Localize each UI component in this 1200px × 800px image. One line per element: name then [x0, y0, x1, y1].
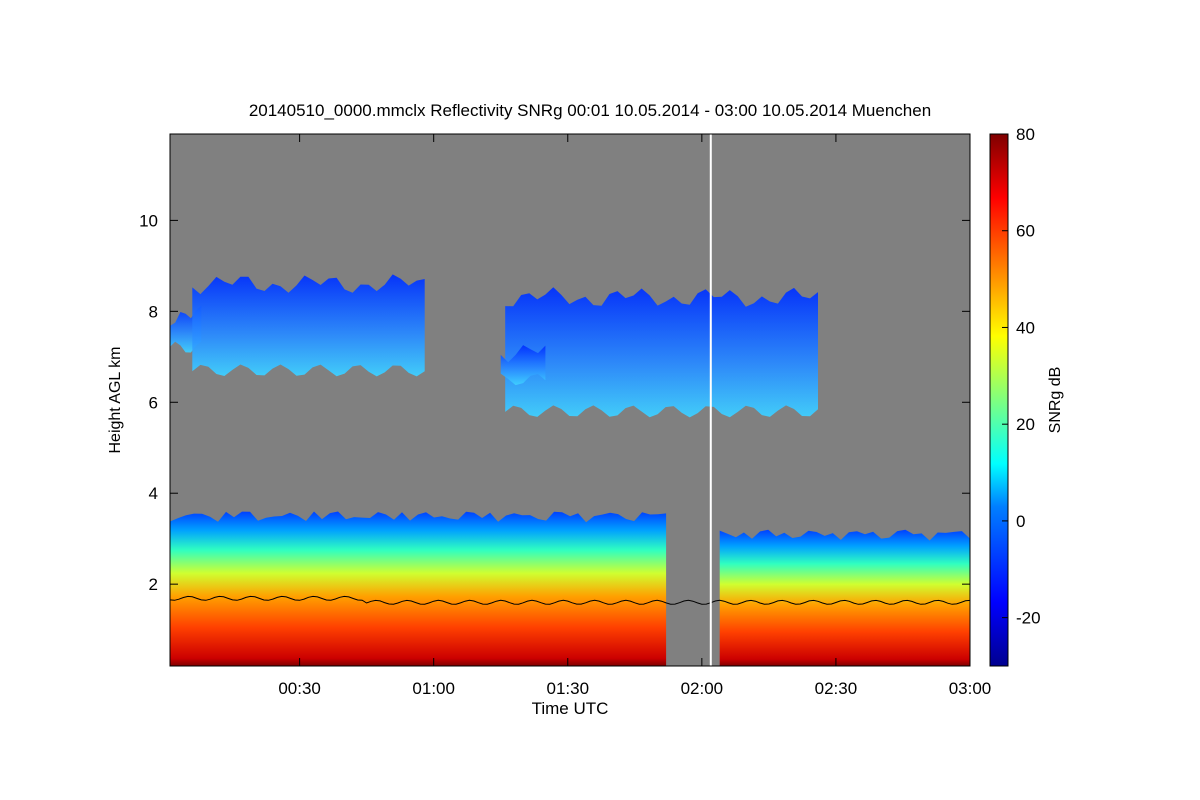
y-tick-label: 4: [149, 484, 158, 503]
region-upper-cloud-main-2: [505, 287, 818, 418]
colorbar-tick-label: 0: [1016, 512, 1025, 531]
x-axis-ticks: 00:30 01:00 01:30 02:00 02:30 03:00: [278, 134, 991, 698]
colorbar-tick-label: 40: [1016, 318, 1035, 337]
region-upper-cloud-small: [500, 345, 546, 386]
y-axis-label: Height AGL km: [107, 346, 124, 453]
region-upper-cloud-main-1: [192, 274, 425, 377]
y-tick-label: 10: [139, 211, 158, 230]
colorbar-tick-label: -20: [1016, 609, 1041, 628]
colorbar-tick-label: 60: [1016, 222, 1035, 241]
x-tick-label: 02:30: [815, 679, 858, 698]
x-tick-label: 01:00: [412, 679, 455, 698]
plot-frame: [169, 133, 971, 667]
y-axis-ticks: 2 4 6 8 10: [139, 211, 970, 594]
boundary-layer-trace: [169, 595, 971, 605]
data-regions: [170, 274, 970, 666]
chart-title: 20140510_0000.mmclx Reflectivity SNRg 00…: [249, 101, 931, 120]
y-tick-label: 8: [149, 302, 158, 321]
y-tick-label: 6: [149, 393, 158, 412]
y-tick-label: 2: [149, 575, 158, 594]
x-tick-label: 03:00: [949, 679, 992, 698]
colorbar: [989, 133, 1009, 667]
colorbar-tick-label: 80: [1016, 125, 1035, 144]
boundary-layer-line: [169, 595, 971, 605]
x-tick-label: 01:30: [546, 679, 589, 698]
x-axis-label: Time UTC: [532, 699, 609, 718]
region-lower-precip-1: [170, 511, 667, 666]
colorbar-ticks: -20 0 20 40 60 80: [1002, 125, 1041, 628]
colorbar-label: SNRg dB: [1047, 367, 1064, 434]
region-lower-precip-2: [719, 529, 970, 666]
x-tick-label: 02:00: [681, 679, 724, 698]
colorbar-tick-label: 20: [1016, 415, 1035, 434]
x-tick-label: 00:30: [278, 679, 321, 698]
